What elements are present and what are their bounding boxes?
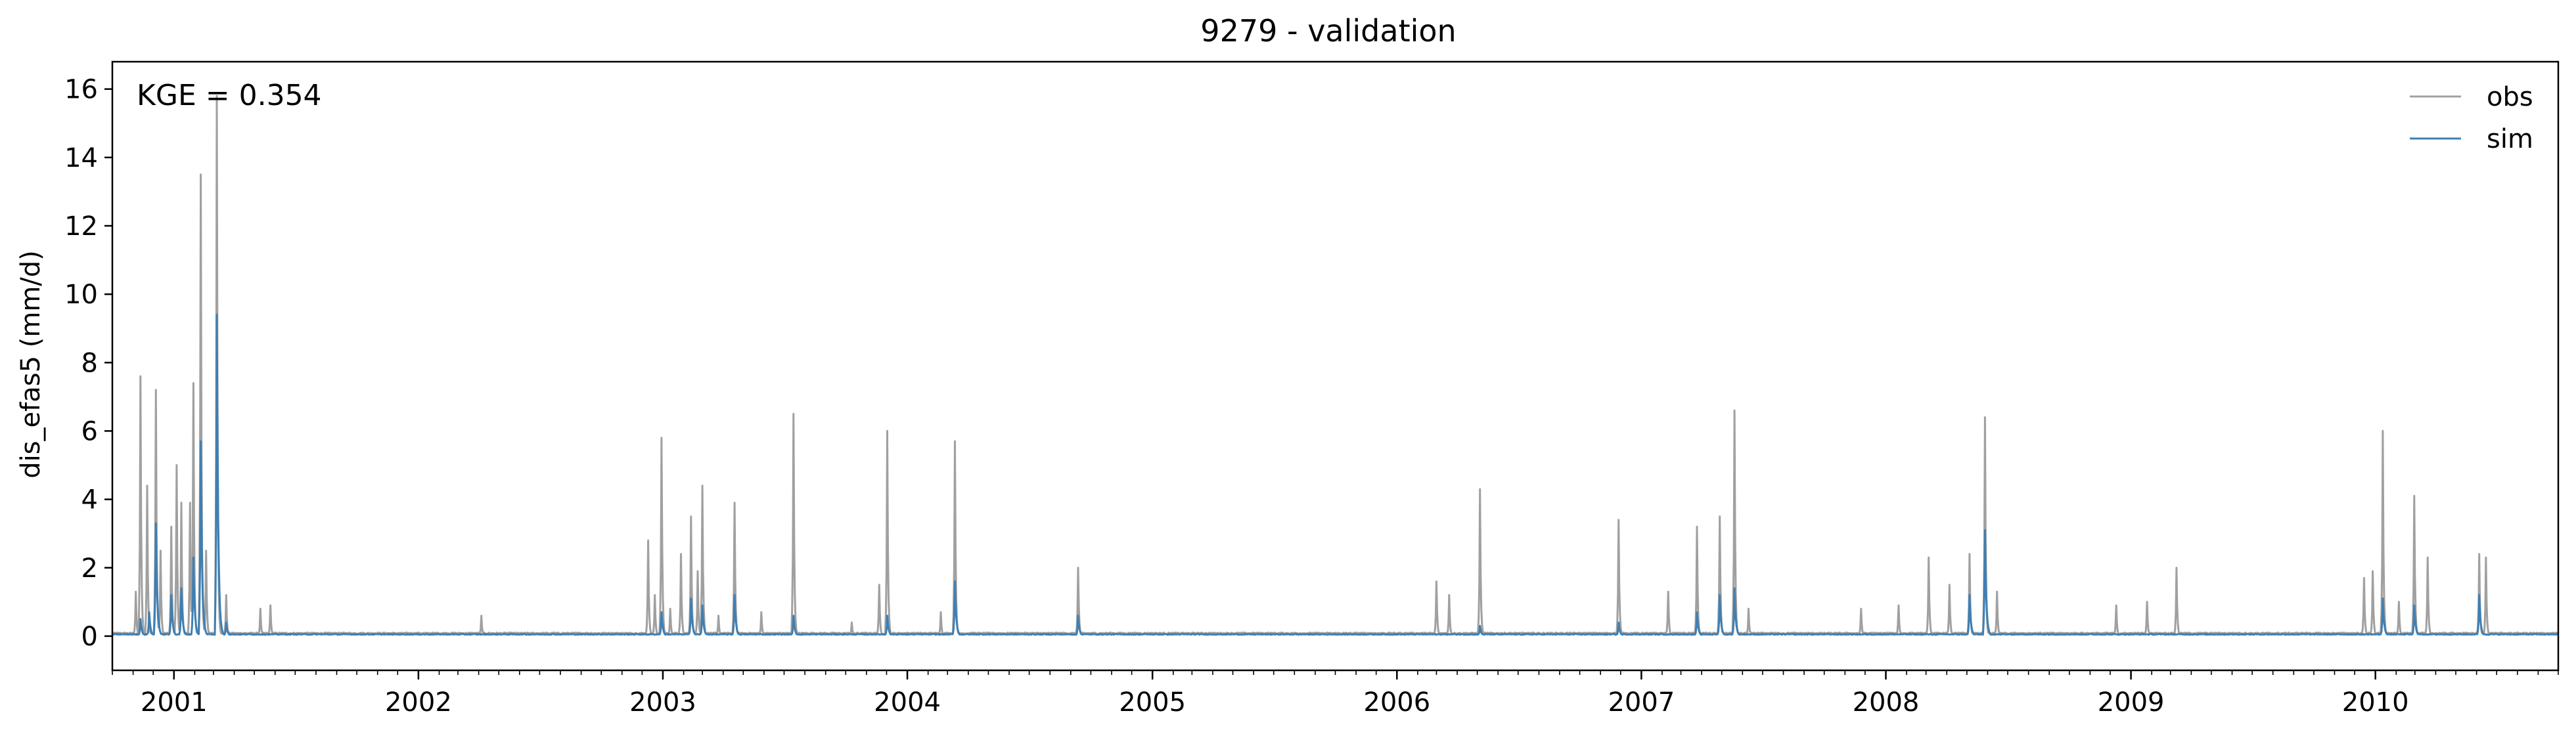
y-tick-label: 16 [64,75,98,105]
x-tick-label: 2006 [1363,687,1430,718]
series-sim-line [112,313,2560,636]
y-tick-label: 2 [81,553,98,584]
chart-title: 9279 - validation [1200,13,1456,49]
x-ticks: 2001 2002 2003 2004 2005 2006 2007 2008 2009 2010 [112,670,2559,718]
y-tick-label: 6 [81,416,98,446]
x-tick-label: 2004 [874,687,941,718]
plot-frame [111,60,2560,672]
y-ticks: 0 2 4 6 8 10 12 14 16 [64,75,112,652]
y-tick-label: 4 [81,485,98,515]
x-tick-label: 2005 [1119,687,1186,718]
plot-area [112,95,2560,636]
series-obs-line [112,95,2559,636]
x-tick-label: 2010 [2342,687,2409,718]
y-tick-label: 0 [81,622,98,652]
legend-sim-label: sim [2487,124,2533,154]
y-tick-label: 10 [64,280,98,310]
x-tick-label: 2001 [141,687,208,718]
series-obs-layer [112,95,2559,636]
x-tick-label: 2007 [1608,687,1675,718]
y-axis-label: dis_efas5 (mm/d) [16,250,46,479]
y-tick-label: 14 [64,143,98,173]
x-tick-label: 2008 [1853,687,1920,718]
legend-obs-label: obs [2487,82,2533,112]
kge-annotation: KGE = 0.354 [137,79,322,112]
x-tick-label: 2002 [385,687,452,718]
x-tick-label: 2003 [629,687,696,718]
y-tick-label: 12 [64,211,98,242]
x-tick-label: 2009 [2098,687,2165,718]
legend: obs sim [2410,82,2533,154]
series-sim-layer [112,313,2560,636]
y-tick-label: 8 [81,348,98,378]
